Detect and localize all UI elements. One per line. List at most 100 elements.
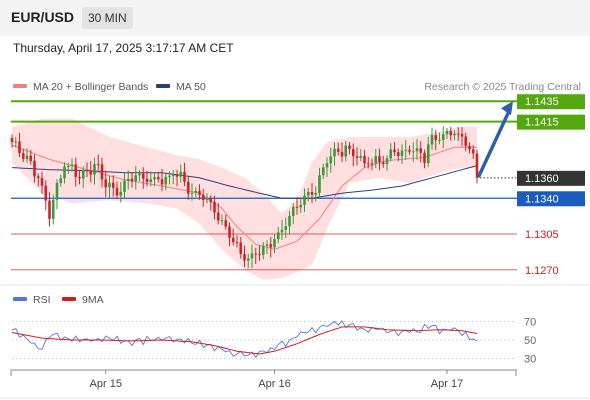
candle-body bbox=[153, 177, 156, 180]
candle-body bbox=[239, 242, 243, 254]
candle-body bbox=[115, 187, 119, 196]
price-tag-1.1340 bbox=[517, 191, 585, 207]
candle-body bbox=[363, 156, 366, 164]
candle-body bbox=[329, 156, 333, 164]
candle-body bbox=[194, 190, 198, 193]
candle-body bbox=[36, 176, 40, 179]
candle-body bbox=[29, 155, 33, 161]
symbol-label: EUR/USD bbox=[11, 9, 75, 25]
research-credit: Research © 2025 Trading Central bbox=[424, 81, 581, 93]
rsi-ma-line bbox=[11, 326, 478, 355]
candle-body bbox=[415, 148, 419, 152]
candle-body bbox=[96, 164, 100, 166]
candle-body bbox=[89, 170, 93, 175]
candle-body bbox=[55, 183, 59, 200]
candle-body bbox=[160, 179, 164, 185]
candle-body bbox=[381, 162, 385, 165]
candle-body bbox=[325, 163, 329, 168]
candle-body bbox=[246, 258, 250, 261]
legend-swatch bbox=[13, 84, 27, 88]
candle-body bbox=[434, 135, 438, 141]
candle-body bbox=[299, 204, 303, 208]
timestamp: Thursday, April 17, 2025 3:17:17 AM CET bbox=[13, 41, 234, 55]
candle-body bbox=[333, 148, 336, 157]
candle-body bbox=[291, 206, 295, 216]
candle-body bbox=[284, 226, 288, 230]
candle-body bbox=[366, 163, 370, 165]
candle-body bbox=[254, 253, 258, 255]
price-tag-text: 1.1435 bbox=[525, 96, 559, 108]
price-tag-text: 1.1340 bbox=[525, 193, 559, 205]
candle-body bbox=[303, 195, 306, 205]
candle-body bbox=[175, 174, 179, 177]
candle-body bbox=[201, 194, 205, 200]
price-tag-1.1360 bbox=[517, 170, 585, 186]
candle-body bbox=[351, 148, 355, 157]
candle-body bbox=[475, 153, 479, 178]
candle-body bbox=[145, 178, 149, 183]
candle-body bbox=[220, 220, 224, 222]
price-tag-text: 1.1360 bbox=[525, 173, 559, 185]
candle-body bbox=[359, 156, 363, 158]
price-tag-1.1415 bbox=[517, 114, 585, 130]
candle-body bbox=[374, 156, 378, 164]
price-tag-1.1435 bbox=[517, 94, 585, 110]
candle-body bbox=[336, 148, 340, 152]
price-tag-text: 1.1415 bbox=[525, 117, 559, 129]
candle-body bbox=[348, 145, 351, 149]
candle-body bbox=[273, 239, 276, 248]
candle-body bbox=[78, 176, 81, 179]
candle-body bbox=[456, 133, 460, 135]
candle-body bbox=[33, 160, 36, 177]
candle-body bbox=[228, 226, 231, 238]
candle-body bbox=[18, 141, 21, 154]
candle-body bbox=[419, 148, 423, 153]
candle-body bbox=[224, 220, 228, 227]
candle-body bbox=[258, 254, 261, 256]
candle-body bbox=[355, 156, 359, 158]
candle-body bbox=[430, 135, 434, 145]
candle-body bbox=[138, 173, 141, 176]
candle-body bbox=[265, 244, 269, 246]
legend-swatch bbox=[156, 84, 170, 88]
candle-body bbox=[81, 170, 85, 179]
candle-body bbox=[276, 232, 280, 240]
candle-body bbox=[190, 192, 194, 194]
candle-body bbox=[70, 164, 74, 166]
candle-body bbox=[321, 167, 325, 176]
candle-body bbox=[119, 191, 123, 196]
toolbar: EUR/USD 30 MIN bbox=[0, 0, 590, 36]
candle-body bbox=[74, 164, 78, 177]
candle-body bbox=[104, 179, 108, 188]
candle-body bbox=[378, 156, 381, 163]
candle-body bbox=[25, 155, 29, 159]
candle-body bbox=[243, 253, 246, 261]
candle-body bbox=[48, 200, 51, 219]
x-tick-label: Apr 17 bbox=[431, 378, 463, 390]
candle-body bbox=[123, 180, 126, 192]
candle-body bbox=[310, 191, 314, 195]
candle-body bbox=[40, 178, 44, 186]
timeframe-button[interactable]: 30 MIN bbox=[82, 7, 133, 29]
forecast-arrow bbox=[477, 109, 511, 178]
candle-body bbox=[453, 133, 456, 136]
candle-body bbox=[438, 139, 441, 141]
rsi-tick-label: 70 bbox=[524, 316, 536, 328]
candle-body bbox=[10, 138, 14, 143]
legend-label: MA 50 bbox=[176, 81, 206, 93]
candle-body bbox=[209, 198, 213, 203]
candle-body bbox=[269, 244, 273, 248]
rsi-legend-swatch bbox=[13, 297, 27, 301]
level-label: 1.1270 bbox=[525, 265, 559, 277]
candle-body bbox=[179, 171, 183, 177]
candle-body bbox=[141, 173, 145, 179]
candle-body bbox=[100, 164, 104, 180]
x-tick-label: Apr 15 bbox=[90, 378, 122, 390]
candle-body bbox=[164, 176, 168, 185]
x-tick-label: Apr 16 bbox=[258, 378, 290, 390]
candle-body bbox=[445, 130, 449, 135]
candle-body bbox=[14, 141, 18, 143]
candle-body bbox=[389, 149, 393, 159]
candle-body bbox=[385, 158, 389, 165]
